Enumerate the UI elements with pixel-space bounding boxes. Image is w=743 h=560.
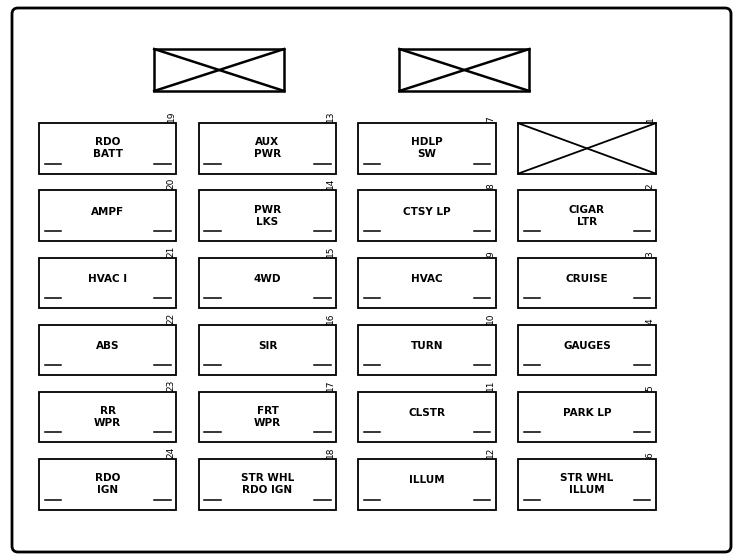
Bar [519,190,656,241]
Bar [199,123,336,174]
Bar [358,258,496,308]
Text: LTR: LTR [577,217,597,227]
Text: BATT: BATT [93,150,123,160]
Text: 8: 8 [486,184,495,189]
Text: WPR: WPR [94,418,121,428]
Text: 7: 7 [486,116,495,122]
Bar [358,123,496,174]
Bar [39,325,177,375]
Bar [358,190,496,241]
Text: HVAC: HVAC [412,274,443,284]
Text: PWR: PWR [254,150,281,160]
Text: IGN: IGN [97,486,118,496]
Text: TURN: TURN [411,341,444,351]
Text: 14: 14 [326,178,335,189]
Text: 4: 4 [646,318,655,324]
Text: 2: 2 [646,184,655,189]
Text: CLSTR: CLSTR [409,408,446,418]
Bar [199,392,336,442]
Text: 9: 9 [486,251,495,256]
Text: FRT: FRT [256,406,279,416]
Text: 11: 11 [486,380,495,391]
Text: 19: 19 [166,111,175,122]
Bar [400,49,529,91]
Bar [199,325,336,375]
Text: WPR: WPR [254,418,281,428]
Text: 22: 22 [166,312,175,324]
Bar [155,49,284,91]
Bar [358,325,496,375]
Bar [199,258,336,308]
Text: SIR: SIR [258,341,277,351]
Text: 10: 10 [486,312,495,324]
Text: RDO: RDO [95,137,120,147]
Text: 3: 3 [646,251,655,256]
Text: 5: 5 [646,385,655,391]
Text: 12: 12 [486,447,495,458]
Text: 20: 20 [166,178,175,189]
Bar [519,325,656,375]
Text: 13: 13 [326,111,335,122]
Text: GAUGES: GAUGES [563,341,611,351]
Text: CIGAR: CIGAR [569,204,605,214]
Bar [358,459,496,510]
Text: HDLP: HDLP [412,137,443,147]
Text: 1: 1 [646,116,655,122]
Text: 21: 21 [166,245,175,256]
Bar [519,123,656,174]
Text: CTSY LP: CTSY LP [403,207,451,217]
Bar [358,392,496,442]
Bar [519,392,656,442]
Text: SW: SW [418,150,437,160]
Text: 17: 17 [326,380,335,391]
Text: ABS: ABS [96,341,120,351]
Text: 6: 6 [646,452,655,458]
Bar [39,459,177,510]
Bar [519,459,656,510]
Text: 15: 15 [326,245,335,256]
Text: 4WD: 4WD [253,274,282,284]
Text: 24: 24 [166,447,175,458]
Text: LKS: LKS [256,217,279,227]
Text: RR: RR [100,406,116,416]
Text: HVAC I: HVAC I [88,274,127,284]
Text: PARK LP: PARK LP [562,408,611,418]
Text: ILLUM: ILLUM [569,486,605,496]
Bar [199,190,336,241]
Text: CRUISE: CRUISE [565,274,609,284]
Bar [39,392,177,442]
Text: STR WHL: STR WHL [241,473,294,483]
Bar [39,123,177,174]
Bar [199,459,336,510]
Text: RDO IGN: RDO IGN [242,486,293,496]
Bar [39,190,177,241]
Text: PWR: PWR [254,204,281,214]
Text: AUX: AUX [256,137,279,147]
FancyBboxPatch shape [12,8,731,552]
Bar [519,258,656,308]
Bar [39,258,177,308]
Text: 23: 23 [166,380,175,391]
Text: 18: 18 [326,447,335,458]
Text: ILLUM: ILLUM [409,475,445,486]
Text: 16: 16 [326,312,335,324]
Text: RDO: RDO [95,473,120,483]
Text: AMPF: AMPF [91,207,124,217]
Text: STR WHL: STR WHL [560,473,614,483]
